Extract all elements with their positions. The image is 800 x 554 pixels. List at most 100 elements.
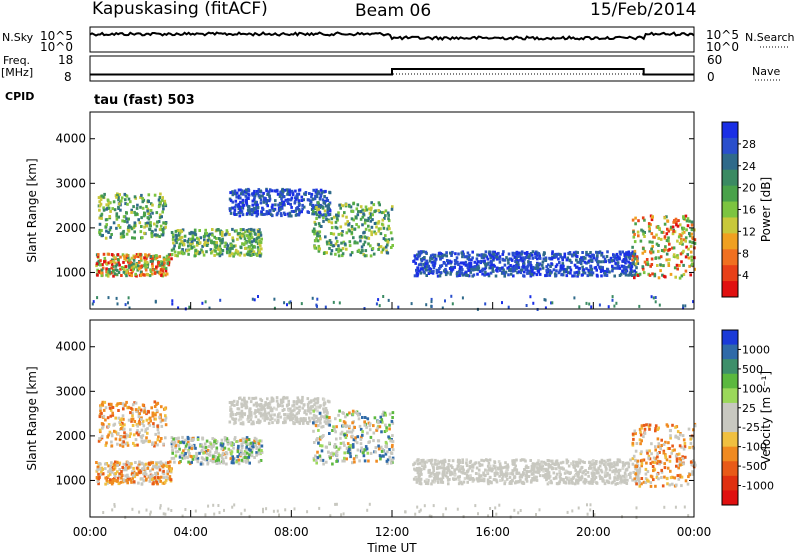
data-cell — [391, 456, 395, 460]
data-cell — [680, 260, 683, 264]
data-cell — [419, 271, 423, 275]
data-cell — [172, 247, 176, 251]
data-cell — [480, 477, 484, 481]
data-cell — [550, 459, 553, 463]
data-cell — [139, 256, 143, 260]
data-cell — [117, 205, 120, 209]
data-cell — [306, 198, 310, 202]
data-cell — [128, 258, 131, 262]
data-cell — [594, 475, 598, 479]
data-cell — [617, 471, 621, 475]
data-cell — [534, 267, 537, 270]
data-cell — [328, 246, 331, 250]
data-cell — [660, 249, 664, 252]
data-cell — [570, 260, 573, 264]
data-cell — [544, 306, 547, 310]
data-cell — [108, 472, 112, 476]
data-cell — [366, 417, 370, 421]
data-cell — [437, 254, 440, 258]
data-cell — [578, 305, 581, 309]
data-cell — [591, 463, 594, 467]
data-cell — [597, 471, 600, 475]
data-cell — [514, 251, 517, 255]
data-cell — [360, 248, 364, 252]
data-cell — [388, 455, 391, 459]
data-cell — [457, 482, 461, 486]
data-cell — [277, 209, 281, 213]
data-cell — [241, 242, 244, 246]
data-cell — [200, 461, 203, 464]
data-cell — [156, 220, 159, 224]
data-cell — [548, 269, 552, 273]
data-cell — [113, 464, 116, 467]
data-cell — [605, 462, 608, 466]
data-cell — [667, 262, 670, 266]
data-cell — [266, 402, 269, 406]
data-cell — [356, 213, 360, 217]
data-cell — [567, 478, 571, 482]
data-cell — [162, 463, 166, 467]
data-cell — [240, 206, 244, 210]
data-cell — [216, 247, 220, 251]
data-cell — [127, 256, 130, 259]
data-cell — [478, 464, 482, 468]
data-cell — [485, 272, 488, 276]
data-cell — [236, 252, 240, 256]
data-cell — [292, 403, 296, 407]
data-cell — [239, 236, 243, 240]
data-cell — [684, 239, 687, 243]
data-cell — [293, 414, 297, 418]
data-cell — [445, 254, 448, 258]
data-cell — [215, 440, 219, 444]
data-cell — [170, 442, 174, 446]
data-cell — [636, 230, 640, 234]
data-cell — [629, 458, 632, 462]
data-cell — [148, 479, 152, 483]
data-cell — [119, 402, 122, 405]
data-cell — [219, 238, 222, 242]
data-cell — [439, 271, 443, 275]
data-cell — [227, 447, 231, 451]
data-cell — [501, 466, 505, 470]
data-cell — [164, 266, 168, 270]
data-cell — [239, 196, 242, 200]
data-cell — [107, 464, 110, 468]
data-cell — [120, 427, 123, 430]
data-cell — [154, 254, 158, 258]
data-cell — [590, 477, 593, 481]
data-cell — [175, 236, 178, 240]
data-cell — [256, 191, 260, 195]
data-cell — [482, 254, 485, 258]
data-cell — [157, 198, 161, 202]
data-cell — [573, 474, 577, 477]
data-cell — [316, 397, 319, 401]
data-cell — [616, 463, 619, 467]
data-cell — [104, 443, 108, 447]
data-cell — [687, 256, 691, 260]
data-cell — [441, 254, 445, 258]
data-cell — [138, 221, 142, 225]
data-cell — [423, 266, 427, 270]
data-cell — [536, 262, 539, 266]
data-cell — [473, 462, 477, 466]
data-cell — [458, 478, 461, 482]
data-cell — [535, 464, 538, 468]
data-cell — [323, 420, 327, 424]
data-cell — [503, 274, 506, 278]
data-cell — [388, 227, 391, 231]
data-cell — [129, 263, 133, 267]
data-cell — [649, 251, 653, 255]
data-cell — [423, 256, 426, 259]
nsearch-label: N.Search — [745, 31, 795, 44]
data-cell — [335, 453, 339, 457]
data-cell — [558, 261, 561, 264]
data-cell — [230, 252, 234, 256]
data-cell — [627, 260, 630, 264]
data-cell — [252, 403, 256, 407]
data-cell — [639, 239, 643, 243]
data-cell — [233, 437, 236, 441]
data-cell — [141, 206, 145, 210]
data-cell — [132, 226, 136, 230]
data-cell — [580, 475, 584, 479]
data-cell — [181, 435, 184, 439]
